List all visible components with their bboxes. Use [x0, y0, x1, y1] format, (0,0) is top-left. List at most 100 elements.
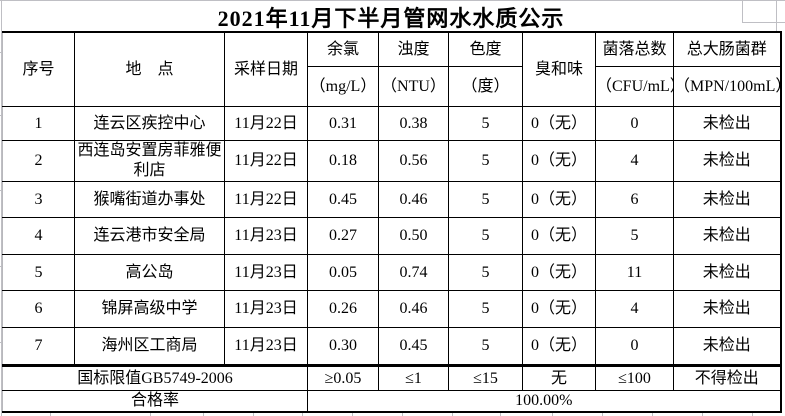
cell-date: 11月22日: [224, 106, 308, 141]
cell-bacteria: 6: [595, 181, 674, 218]
cell-color: 5: [448, 327, 523, 366]
cell-odor: 0（无）: [522, 217, 596, 255]
cell-location: 西连岛安置房菲雅便利店: [74, 140, 225, 182]
table-row: 1 连云区疾控中心 11月22日 0.31 0.38 5 0（无） 0 未检出: [2, 106, 781, 141]
header-bacteria: 菌落总数: [595, 31, 674, 67]
table-row: 7 海州区工商局 11月23日 0.30 0.45 5 0（无） 0 未检出: [2, 327, 781, 366]
gridline: [0, 190, 3, 191]
header-color-unit: （度）: [448, 66, 523, 107]
cell-color: 5: [448, 290, 523, 328]
cell-color: 5: [448, 217, 523, 255]
gridline: [203, 411, 204, 416]
table-row: 2 西连岛安置房菲雅便利店 11月22日 0.18 0.56 5 0（无） 4 …: [2, 140, 781, 182]
cell-no: 7: [2, 327, 75, 366]
cell-no: 3: [2, 181, 75, 218]
gridline: [552, 411, 553, 416]
cell-location: 高公岛: [74, 254, 225, 291]
pass-rate-value: 100.00%: [307, 390, 781, 413]
cell-odor: 0（无）: [522, 106, 596, 141]
gridline: [50, 411, 51, 416]
gridline: [742, 0, 743, 22]
cell-coliform: 未检出: [673, 254, 781, 291]
gridline: [652, 411, 653, 416]
gridline: [0, 52, 3, 53]
table-row: 4 连云港市安全局 11月23日 0.27 0.50 5 0（无） 5 未检出: [2, 217, 781, 255]
table-row: 3 猴嘴街道办事处 11月22日 0.45 0.46 5 0（无） 6 未检出: [2, 181, 781, 218]
header-row-units: （mg/L） （NTU） （度） （CFU/mL） （MPN/100mL）: [3, 66, 781, 107]
cell-odor: 0（无）: [522, 181, 596, 218]
cell-coliform: 未检出: [673, 217, 781, 255]
cell-bacteria: 4: [595, 290, 674, 328]
limit-row: 国标限值GB5749-2006 ≥0.05 ≤1 ≤15 无 ≤100 不得检出: [2, 364, 781, 391]
limit-turbidity: ≤1: [378, 364, 449, 391]
header-row-top: 序号 地 点 采样日期 余氯 浊度 色度 臭和味 菌落总数 总大肠菌群: [2, 31, 781, 107]
cell-no: 4: [2, 217, 75, 255]
pass-rate-row: 合格率 100.00%: [2, 390, 781, 413]
header-chlorine-unit: （mg/L）: [307, 66, 379, 107]
gridline: [500, 411, 501, 416]
cell-turbidity: 0.74: [378, 254, 449, 291]
cell-coliform: 未检出: [673, 140, 781, 182]
header-turbidity-unit: （NTU）: [378, 66, 449, 107]
cell-odor: 0（无）: [522, 290, 596, 328]
gridline: [0, 0, 785, 1]
page-title: 2021年11月下半月管网水水质公示: [217, 5, 565, 31]
cell-coliform: 未检出: [673, 106, 781, 141]
cell-chlorine: 0.05: [307, 254, 379, 291]
cell-bacteria: 0: [595, 106, 674, 141]
gridline: [0, 266, 3, 267]
gridline: [253, 411, 254, 416]
cell-turbidity: 0.50: [378, 217, 449, 255]
gridline: [302, 411, 303, 416]
cell-no: 6: [2, 290, 75, 328]
gridline: [352, 411, 353, 416]
cell-date: 11月23日: [224, 254, 308, 291]
header-chlorine: 余氯: [307, 31, 379, 67]
cell-turbidity: 0.45: [378, 327, 449, 366]
cell-bacteria: 0: [595, 327, 674, 366]
cell-location: 连云区疾控中心: [74, 106, 225, 141]
gridline: [402, 411, 403, 416]
limit-odor: 无: [522, 364, 596, 391]
cell-color: 5: [448, 181, 523, 218]
header-odor: 臭和味: [522, 31, 596, 107]
gridline: [602, 411, 603, 416]
limit-label: 国标限值GB5749-2006: [2, 364, 308, 391]
pass-rate-label: 合格率: [2, 390, 308, 413]
gridline: [752, 411, 753, 416]
gridline: [702, 411, 703, 416]
gridline: [776, 0, 777, 33]
cell-color: 5: [448, 106, 523, 141]
cell-chlorine: 0.27: [307, 217, 379, 255]
cell-no: 2: [2, 140, 75, 182]
table-row: 5 高公岛 11月23日 0.05 0.74 5 0（无） 11 未检出: [2, 254, 781, 291]
cell-location: 连云港市安全局: [74, 217, 225, 255]
limit-chlorine: ≥0.05: [307, 364, 379, 391]
limit-coliform: 不得检出: [673, 364, 781, 391]
cell-chlorine: 0.45: [307, 181, 379, 218]
cell-turbidity: 0.46: [378, 290, 449, 328]
cell-date: 11月22日: [224, 140, 308, 182]
cell-date: 11月23日: [224, 290, 308, 328]
limit-bacteria: ≤100: [595, 364, 674, 391]
gridline: [452, 411, 453, 416]
header-no: 序号: [2, 31, 75, 107]
cell-location: 猴嘴街道办事处: [74, 181, 225, 218]
cell-chlorine: 0.31: [307, 106, 379, 141]
cell-turbidity: 0.46: [378, 181, 449, 218]
cell-color: 5: [448, 140, 523, 182]
cell-no: 5: [2, 254, 75, 291]
cell-coliform: 未检出: [673, 181, 781, 218]
header-date: 采样日期: [224, 31, 308, 107]
cell-date: 11月23日: [224, 327, 308, 366]
cell-location: 锦屏高级中学: [74, 290, 225, 328]
cell-location: 海州区工商局: [74, 327, 225, 366]
cell-coliform: 未检出: [673, 327, 781, 366]
cell-chlorine: 0.18: [307, 140, 379, 182]
gridline: [0, 115, 3, 116]
cell-bacteria: 5: [595, 217, 674, 255]
cell-no: 1: [2, 106, 75, 141]
header-coliform-unit: （MPN/100mL）: [673, 66, 781, 107]
gridline: [150, 411, 151, 416]
